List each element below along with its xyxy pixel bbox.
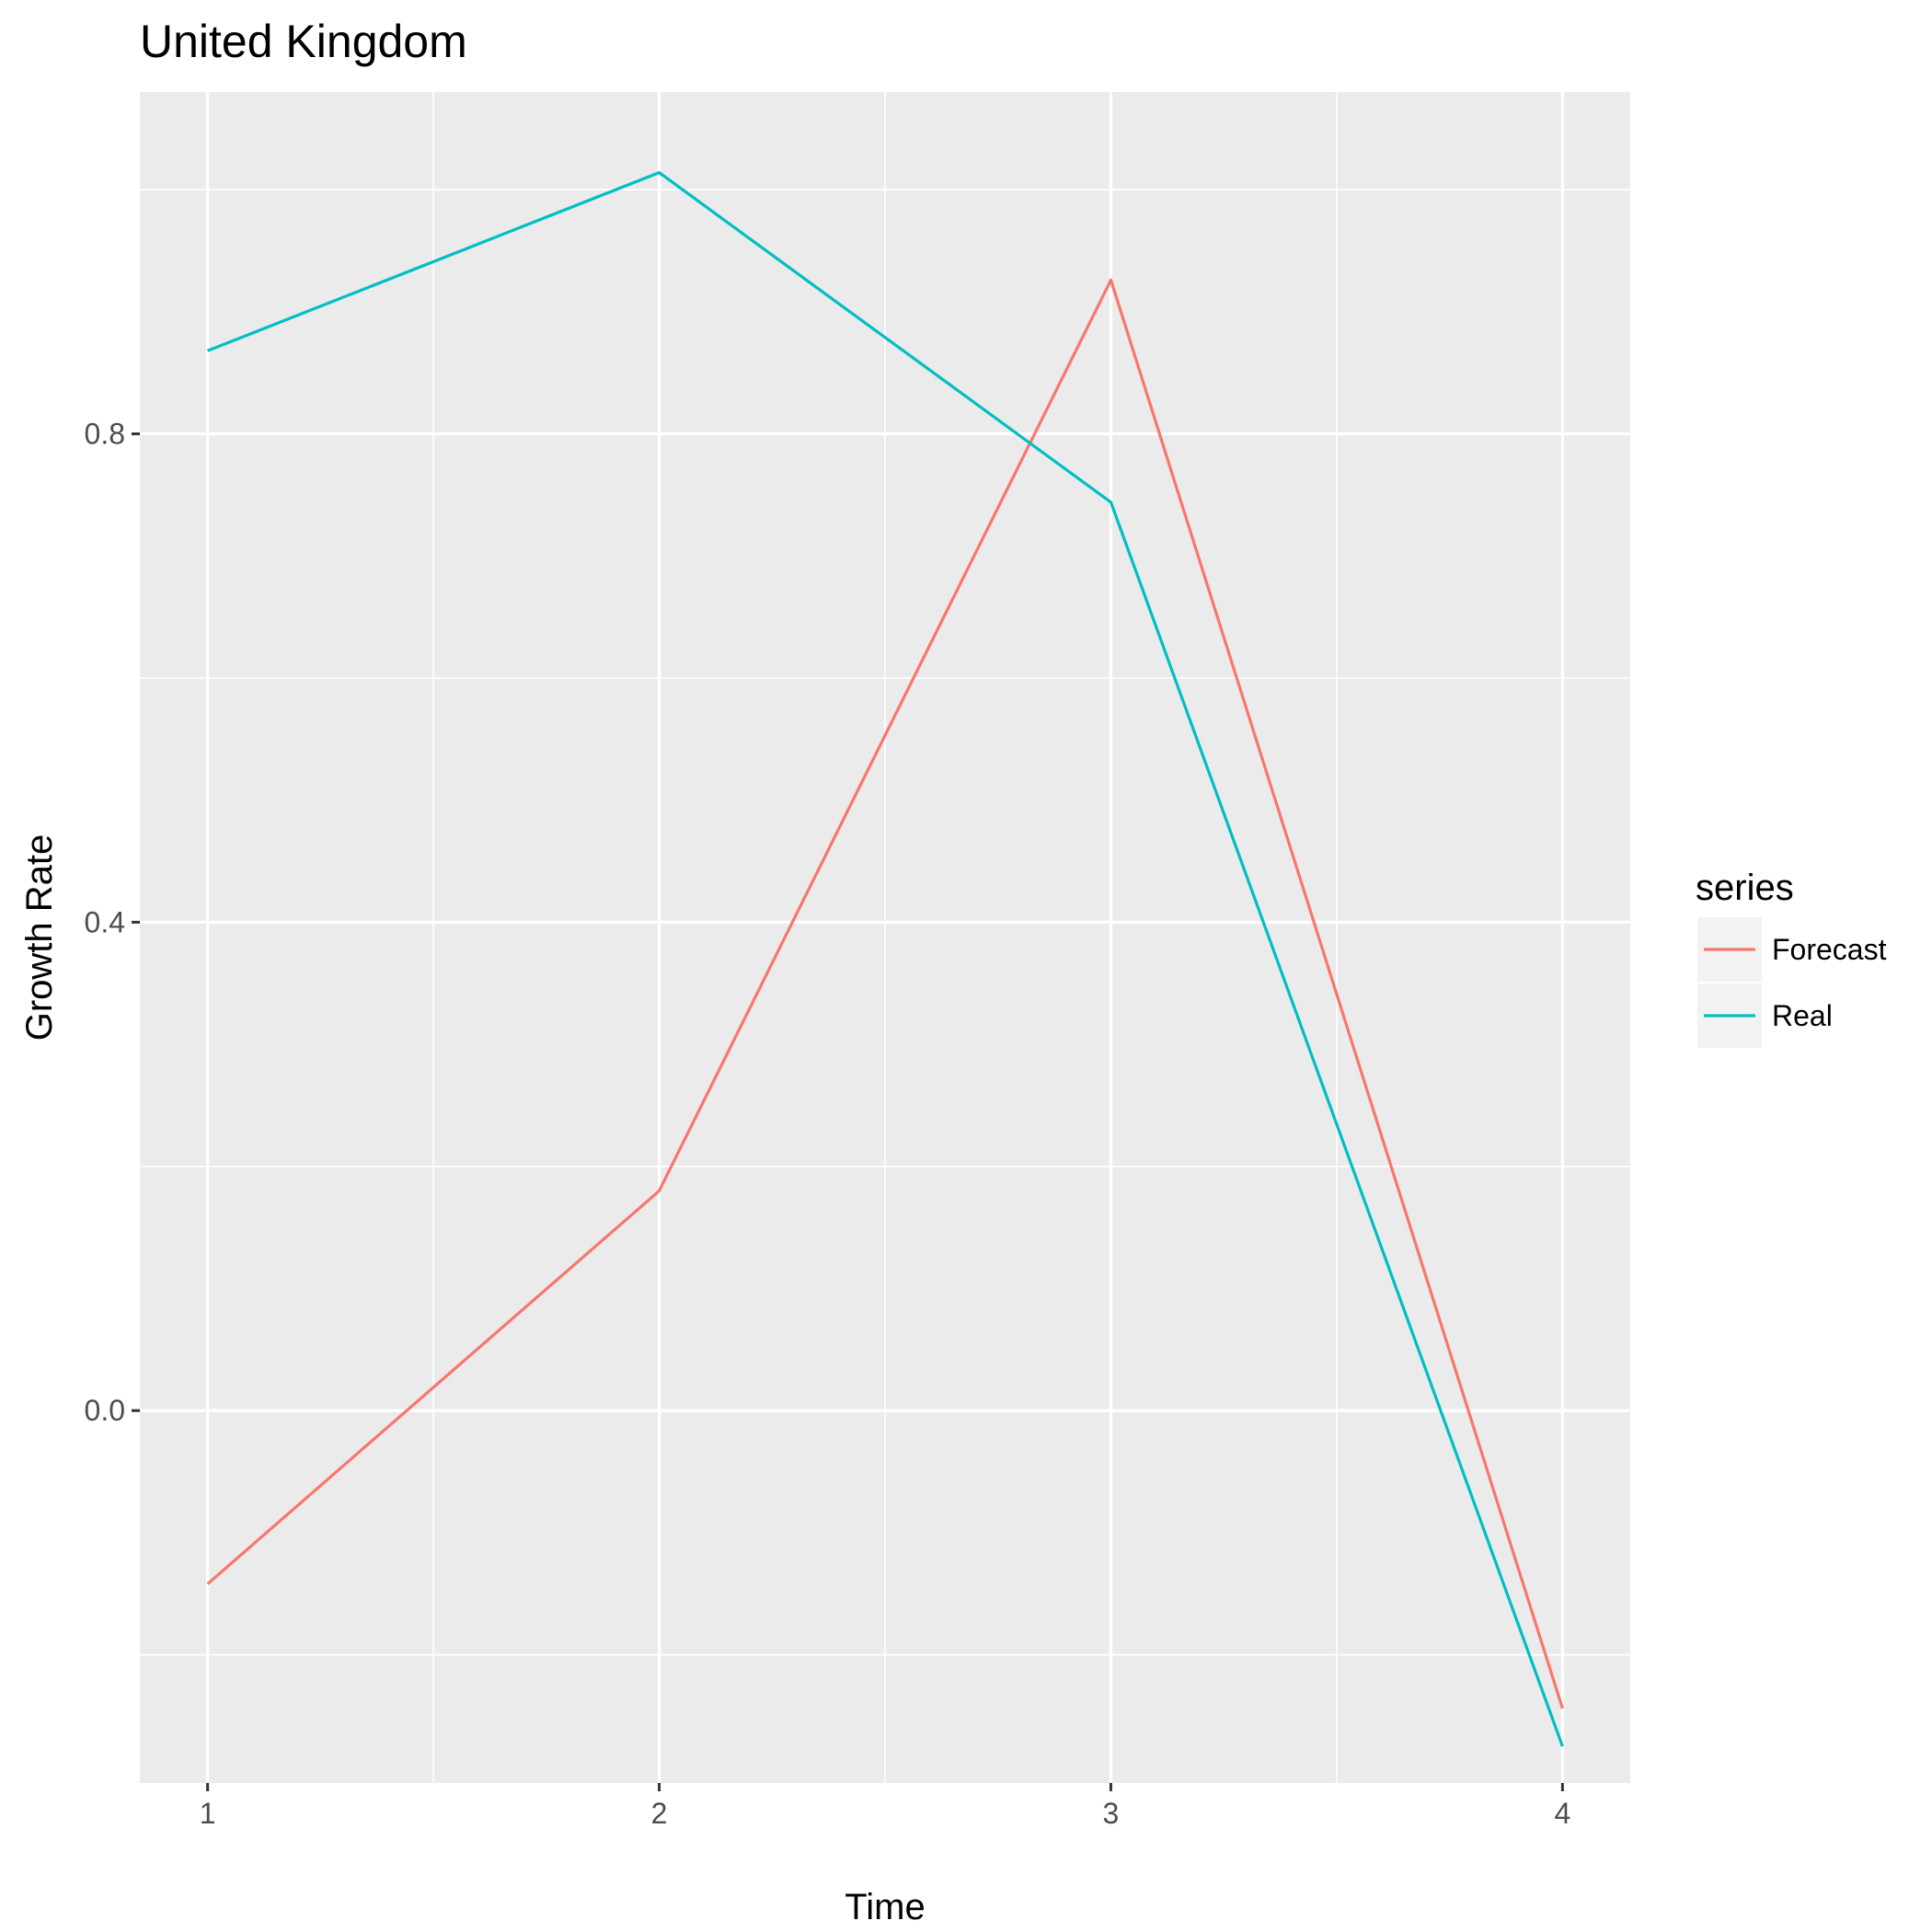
legend-title: series (1696, 868, 1794, 908)
series-line-forecast (206, 278, 1564, 1709)
x-tick-label: 4 (1554, 1797, 1570, 1830)
x-tick-label: 2 (651, 1797, 668, 1830)
legend: series Forecast Real (1696, 868, 1887, 1048)
x-tick-label: 1 (200, 1797, 216, 1830)
y-tick-label: 0.0 (85, 1394, 125, 1427)
series-lines (206, 171, 1564, 1747)
y-tick-label: 0.8 (85, 418, 125, 451)
y-tick-label: 0.4 (85, 905, 125, 938)
x-axis: 1 2 3 4 (200, 1783, 1570, 1830)
y-axis-title: Growth Rate (19, 834, 60, 1041)
legend-label-real: Real (1772, 999, 1833, 1032)
x-axis-title: Time (845, 1887, 925, 1927)
chart-title: United Kingdom (140, 16, 467, 67)
y-axis: 0.0 0.4 0.8 (85, 418, 140, 1427)
legend-label-forecast: Forecast (1772, 933, 1887, 966)
series-line-real (207, 171, 1564, 1747)
x-tick-label: 3 (1103, 1797, 1120, 1830)
minor-gridlines (140, 92, 1630, 1783)
major-gridlines (140, 92, 1630, 1783)
